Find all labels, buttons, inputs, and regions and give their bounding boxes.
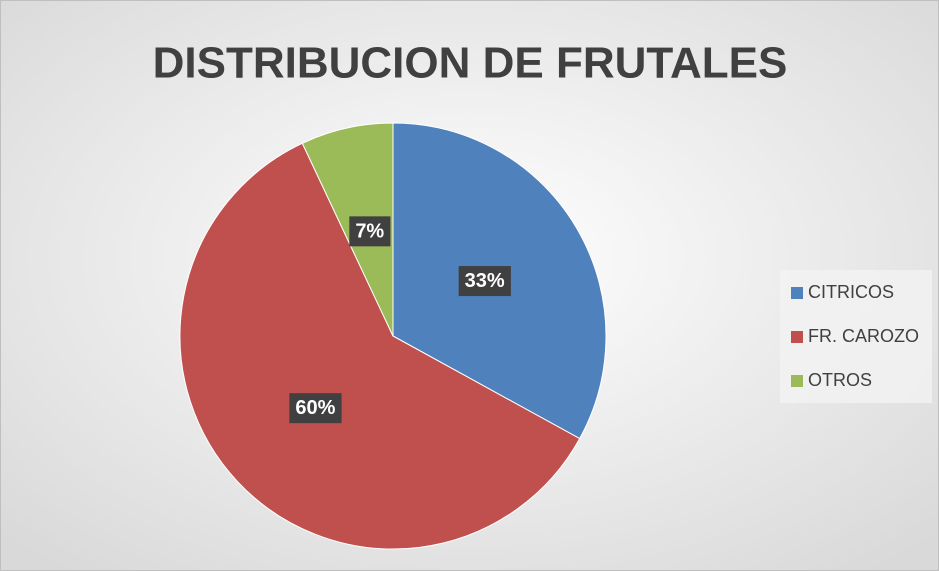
data-label: 7%: [355, 220, 384, 242]
legend-label: FR. CAROZO: [808, 326, 919, 346]
legend-swatch: [791, 331, 803, 343]
data-label: 60%: [295, 397, 335, 419]
chart-title: DISTRIBUCION DE FRUTALES: [153, 39, 788, 88]
pie-slice: [301, 122, 394, 337]
data-label-box: [289, 393, 342, 424]
legend-swatch: [791, 375, 803, 387]
legend-label: OTROS: [808, 370, 872, 390]
legend-swatch: [791, 287, 803, 299]
legend-box: [780, 270, 932, 403]
data-label-box: [458, 266, 511, 297]
data-label: 33%: [465, 270, 505, 292]
pie-slice: [179, 142, 581, 550]
legend-label: CITRICOS: [808, 282, 894, 302]
data-label-box: [349, 216, 391, 247]
